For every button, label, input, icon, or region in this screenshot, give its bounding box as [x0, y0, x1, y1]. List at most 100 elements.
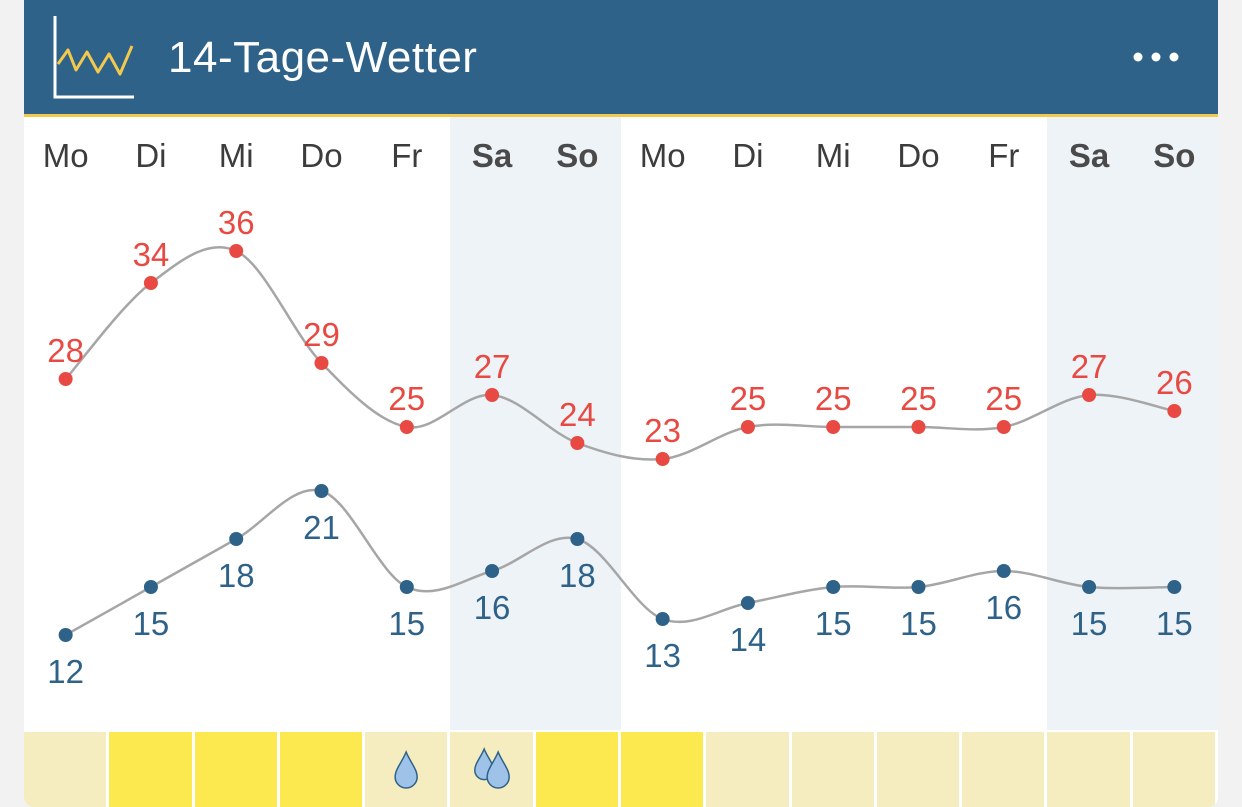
line-chart-icon [53, 16, 134, 99]
day-condition-cell [24, 732, 107, 807]
day-label: Do [300, 137, 342, 174]
max-temp-point [1082, 388, 1097, 402]
min-temp-label: 16 [985, 589, 1022, 626]
day-condition-cell [706, 732, 789, 807]
min-temp-label: 15 [1071, 605, 1108, 642]
max-temp-label: 36 [218, 204, 255, 241]
min-temp-label: 15 [1156, 605, 1193, 642]
sunny-day-cell [194, 732, 277, 807]
weekend-bands [24, 117, 1218, 730]
min-temp-label: 16 [474, 589, 511, 626]
max-temp-label: 25 [730, 380, 767, 417]
day-label: Mi [219, 137, 254, 174]
temperature-chart: Mo Di Mi Do Fr Sa So Mo Di Mi Do Fr Sa So 28 34 36 29 25 27… [43, 137, 1196, 690]
min-temp-line [65, 488, 1175, 637]
weekend-band [1047, 117, 1133, 730]
min-temp-label: 15 [815, 605, 852, 642]
min-temp-point [485, 564, 500, 578]
min-temp-point [996, 564, 1011, 578]
sunny-day-cell [535, 732, 618, 807]
rain-drop-icon [474, 746, 511, 789]
min-temp-label: 18 [559, 557, 596, 594]
day-condition-cell [791, 732, 874, 807]
weekend-band [1132, 117, 1218, 730]
min-temp-label: 15 [900, 605, 937, 642]
max-temp-label: 25 [815, 380, 852, 417]
rain-drop [394, 749, 419, 789]
day-condition-cell [1132, 732, 1215, 807]
max-temp-label: 27 [474, 348, 511, 385]
weather-widget-card: 14-Tage-Wetter Mo Di Mi Do Fr Sa So Mo Di Mi Do Fr S… [24, 0, 1218, 807]
rain-drop [486, 749, 511, 789]
min-temp-point [570, 532, 585, 546]
min-temp-label: 15 [388, 605, 425, 642]
weekend-band [450, 117, 536, 730]
min-temp-label: 18 [218, 557, 255, 594]
max-temp-point [570, 436, 585, 450]
max-temp-point [826, 420, 841, 434]
day-label: Sa [472, 137, 513, 174]
min-temp-point [314, 484, 329, 498]
sunny-day-cell [621, 732, 704, 807]
max-temp-point [1167, 404, 1182, 418]
weekend-band [535, 117, 621, 730]
day-label: Di [732, 137, 763, 174]
day-condition-cell [1047, 732, 1130, 807]
day-label: Mo [640, 137, 686, 174]
day-condition-cell [450, 732, 533, 807]
max-temp-point [996, 420, 1011, 434]
max-temp-point [740, 420, 755, 434]
max-temp-label: 25 [985, 380, 1022, 417]
max-temp-point [58, 372, 73, 386]
min-temp-point [1167, 580, 1182, 594]
max-temp-label: 26 [1156, 364, 1193, 401]
min-temp-label: 14 [730, 621, 767, 658]
max-temp-point [143, 276, 158, 290]
day-label: Fr [391, 137, 422, 174]
widget-header: 14-Tage-Wetter [24, 0, 1218, 114]
rain-drop-icon [394, 749, 419, 789]
day-condition-cell [962, 732, 1045, 807]
max-temp-label: 25 [900, 380, 937, 417]
max-temp-point [655, 452, 670, 466]
day-label: Di [135, 137, 166, 174]
min-temp-label: 15 [133, 605, 170, 642]
min-temp-point [399, 580, 414, 594]
sunny-day-cell [109, 732, 192, 807]
day-condition-cell [876, 732, 960, 807]
day-label: Mo [43, 137, 89, 174]
max-temp-point [229, 244, 244, 258]
min-temp-point [740, 596, 755, 610]
max-temp-point [911, 420, 926, 434]
min-temp-point [911, 580, 926, 594]
min-temp-label: 13 [644, 637, 681, 674]
max-temp-point [399, 420, 414, 434]
widget-title: 14-Tage-Wetter [168, 33, 478, 82]
max-temp-label: 28 [47, 332, 84, 369]
day-label: Mi [816, 137, 851, 174]
max-temp-label: 24 [559, 396, 596, 433]
header-accent-line [24, 114, 1218, 117]
day-label: Fr [988, 137, 1019, 174]
max-temp-label: 27 [1071, 348, 1108, 385]
min-temp-point [655, 612, 670, 626]
min-temp-label: 12 [47, 653, 84, 690]
day-label: So [1153, 137, 1195, 174]
min-temp-point [58, 628, 73, 642]
sunny-day-cell [279, 732, 363, 807]
day-condition-cell [365, 732, 448, 807]
min-temp-point [229, 532, 244, 546]
max-temp-label: 23 [644, 412, 681, 449]
day-label: Sa [1069, 137, 1110, 174]
more-dots-icon[interactable] [1128, 40, 1184, 74]
max-temp-label: 29 [303, 316, 340, 353]
min-temp-point [826, 580, 841, 594]
max-temp-point [314, 356, 329, 370]
sun-rain-row [24, 732, 1218, 807]
max-temp-label: 34 [133, 236, 170, 273]
day-label: So [556, 137, 598, 174]
day-label: Do [897, 137, 939, 174]
min-temp-label: 21 [303, 509, 340, 546]
min-temp-point [143, 580, 158, 594]
min-temp-point [1082, 580, 1097, 594]
